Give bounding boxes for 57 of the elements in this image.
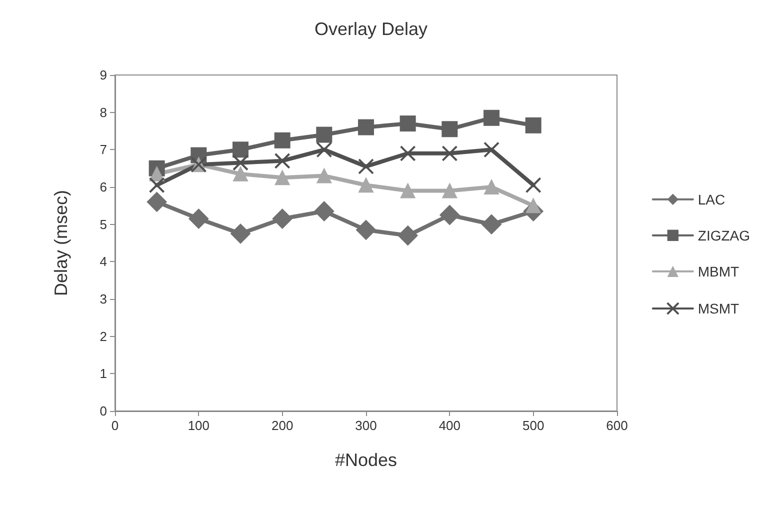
point <box>400 145 416 162</box>
point <box>398 226 418 246</box>
point <box>484 142 500 158</box>
point <box>484 110 500 126</box>
point <box>400 183 416 198</box>
point <box>148 177 165 194</box>
legend-label: LAC <box>698 191 726 208</box>
point <box>440 205 460 225</box>
point <box>230 224 250 244</box>
x-axis-title: #Nodes <box>334 450 398 470</box>
y-tick-label: 4 <box>100 254 107 270</box>
y-tick-label: 2 <box>100 328 107 344</box>
point <box>525 117 542 134</box>
x-tick-label: 600 <box>606 418 628 433</box>
point <box>400 116 416 132</box>
point <box>442 121 458 138</box>
x-tick-label: 0 <box>111 418 119 433</box>
point <box>314 201 334 222</box>
legend-label: MSMT <box>698 300 740 316</box>
x-tick-label: 200 <box>271 418 294 433</box>
y-tick-label: 3 <box>100 292 107 306</box>
point <box>316 142 332 158</box>
y-tick-label: 7 <box>100 142 107 158</box>
point <box>233 166 248 182</box>
point <box>358 178 374 193</box>
point <box>442 183 458 198</box>
point <box>232 154 248 171</box>
y-tick-label: 9 <box>100 68 107 82</box>
x-tick-label: 400 <box>438 418 461 433</box>
x-tick-label: 300 <box>355 418 377 433</box>
point <box>232 142 248 158</box>
point <box>525 177 542 194</box>
point <box>316 168 332 184</box>
point <box>358 158 374 174</box>
y-tick-label: 1 <box>100 366 107 382</box>
point <box>358 119 374 136</box>
point <box>442 145 458 162</box>
point <box>274 152 290 169</box>
legend-label: MBMT <box>698 263 740 280</box>
point <box>272 208 292 229</box>
point <box>188 208 209 229</box>
point <box>356 220 376 240</box>
point <box>316 126 332 143</box>
point <box>274 132 290 148</box>
point <box>482 214 502 234</box>
legend-label: ZIGZAG <box>698 227 750 244</box>
x-tick-label: 100 <box>188 418 210 433</box>
y-axis-title: Delay (msec) <box>51 190 71 296</box>
x-tick-label: 500 <box>522 418 544 433</box>
y-tick-label: 8 <box>100 104 107 120</box>
point <box>274 170 290 186</box>
point <box>484 180 499 194</box>
chart-title: Overlay Delay <box>314 19 428 39</box>
y-tick-label: 5 <box>100 216 107 232</box>
point <box>146 192 167 212</box>
y-tick-label: 6 <box>100 180 107 194</box>
y-tick-label: 0 <box>100 404 107 418</box>
